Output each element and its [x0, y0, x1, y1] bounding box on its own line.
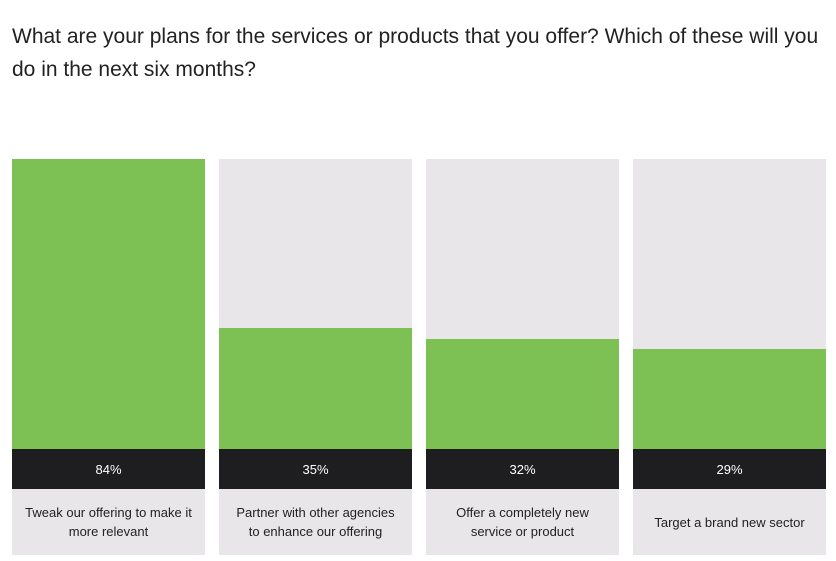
bar: [219, 328, 412, 449]
bar-column: 32% Offer a completely new service or pro…: [426, 159, 619, 555]
bar-track: [219, 159, 412, 449]
bar: [633, 348, 826, 449]
bar-column: 29% Target a brand new sector: [633, 159, 826, 555]
bar-track: [12, 159, 205, 449]
category-label: Offer a completely new service or produc…: [426, 489, 619, 555]
bar-column: 35% Partner with other agencies to enhanc…: [219, 159, 412, 555]
bar: [426, 338, 619, 449]
category-label: Tweak our offering to make it more relev…: [12, 489, 205, 555]
chart-title: What are your plans for the services or …: [12, 25, 819, 81]
bar-track: [633, 159, 826, 449]
bar: [12, 159, 205, 449]
data-label: 35%: [219, 449, 412, 489]
category-label: Target a brand new sector: [633, 489, 826, 555]
data-label: 32%: [426, 449, 619, 489]
bar-column: 84% Tweak our offering to make it more re…: [12, 159, 205, 555]
data-label: 29%: [633, 449, 826, 489]
category-label: Partner with other agencies to enhance o…: [219, 489, 412, 555]
data-label: 84%: [12, 449, 205, 489]
bar-track: [426, 159, 619, 449]
